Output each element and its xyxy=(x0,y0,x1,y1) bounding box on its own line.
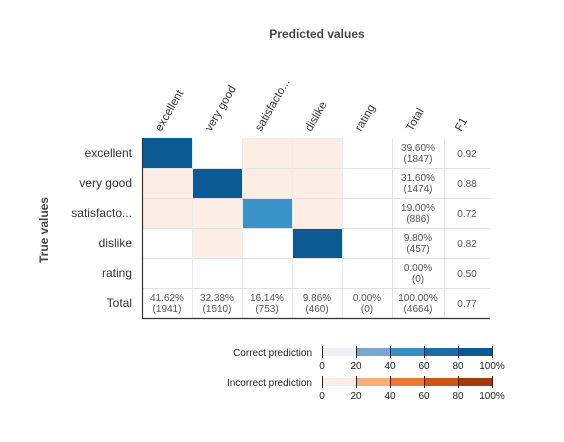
row-label: very good xyxy=(79,176,132,190)
legend-tick-label: 60 xyxy=(418,391,430,402)
f1-score: 0.92 xyxy=(457,149,477,160)
row-total-count: (1474) xyxy=(404,184,433,195)
legend-tick-label: 80 xyxy=(452,391,464,402)
matrix-cell xyxy=(142,138,192,168)
legend-tick-label: 40 xyxy=(384,361,396,372)
column-label: rating xyxy=(353,103,378,134)
legend-title: Correct prediction xyxy=(233,348,312,359)
column-total-percent: 41.62% xyxy=(150,293,184,304)
row-total-count: (457) xyxy=(406,244,429,255)
column-total-percent: 9.86% xyxy=(303,293,331,304)
matrix-cell xyxy=(242,168,292,198)
matrix-cell xyxy=(242,138,292,168)
matrix-cell xyxy=(292,228,342,258)
row-label: dislike xyxy=(99,236,133,250)
legend-swatch xyxy=(458,378,492,386)
column-total-count: (460) xyxy=(305,304,328,315)
row-total-count: (0) xyxy=(412,274,424,285)
legend-swatch xyxy=(390,378,424,386)
legend-swatch xyxy=(458,348,492,356)
column-total-percent: 0.00% xyxy=(353,293,381,304)
matrix-cell xyxy=(192,168,242,198)
legend-tick-label: 0 xyxy=(319,361,325,372)
row-labels: excellent very good satisfacto... dislike ra… xyxy=(71,146,132,310)
row-total-percent: 19.00% xyxy=(401,203,435,214)
row-total-count: (1847) xyxy=(404,154,433,165)
row-total-percent: 31.60% xyxy=(401,173,435,184)
column-labels: excellent very good satisfacto... dislike ra… xyxy=(153,77,470,133)
legend-tick-label: 0 xyxy=(319,391,325,402)
legend: Correct prediction 0 20 40 60 80 100% Incorrect… xyxy=(227,346,505,402)
row-label: rating xyxy=(102,266,132,280)
legend-swatch xyxy=(424,378,458,386)
legend-tick-label: 40 xyxy=(384,391,396,402)
matrix-cell xyxy=(192,198,242,228)
column-total-count: (753) xyxy=(255,304,278,315)
column-label: F1 xyxy=(453,116,470,134)
legend-tick-label: 20 xyxy=(350,361,362,372)
chart-title: Predicted values xyxy=(269,27,365,41)
f1-score: 0.72 xyxy=(457,209,477,220)
column-total-percent: 16.14% xyxy=(250,293,284,304)
f1-score: 0.50 xyxy=(457,269,477,280)
legend-tick-label: 80 xyxy=(452,361,464,372)
column-total-percent: 32.38% xyxy=(200,293,234,304)
column-label: dislike xyxy=(303,100,329,134)
row-label: excellent xyxy=(85,146,133,160)
column-total-count: (1941) xyxy=(153,304,182,315)
f1-score: 0.77 xyxy=(457,299,477,310)
grand-total-count: (4664) xyxy=(404,304,433,315)
row-total-count: (886) xyxy=(406,214,429,225)
legend-tick-label: 100% xyxy=(479,361,505,372)
column-label: excellent xyxy=(153,87,186,133)
legend-swatch xyxy=(390,348,424,356)
matrix-cell xyxy=(192,228,242,258)
row-total-percent: 9.80% xyxy=(404,233,432,244)
column-total-count: (1510) xyxy=(203,304,232,315)
matrix-cell xyxy=(242,198,292,228)
legend-swatch xyxy=(356,378,390,386)
f1-score: 0.82 xyxy=(457,239,477,250)
y-axis-title: True values xyxy=(37,197,51,263)
row-total-percent: 0.00% xyxy=(404,263,432,274)
row-label: satisfacto... xyxy=(71,206,132,220)
matrix-cell xyxy=(142,168,192,198)
matrix-cell xyxy=(142,198,192,228)
legend-tick-label: 100% xyxy=(479,391,505,402)
row-label: Total xyxy=(107,296,132,310)
column-label: Total xyxy=(404,106,427,133)
column-label: very good xyxy=(203,84,239,134)
column-total-count: (0) xyxy=(361,304,373,315)
legend-swatch xyxy=(322,348,356,356)
legend-title: Incorrect prediction xyxy=(227,378,312,389)
f1-score: 0.88 xyxy=(457,179,477,190)
legend-tick-label: 60 xyxy=(418,361,430,372)
column-label: satisfacto... xyxy=(253,77,292,133)
legend-tick-label: 20 xyxy=(350,391,362,402)
row-total-percent: 39.60% xyxy=(401,143,435,154)
grand-total-percent: 100.00% xyxy=(398,293,438,304)
legend-swatch xyxy=(322,378,356,386)
matrix-cell xyxy=(292,198,342,228)
matrix-cell xyxy=(292,138,342,168)
legend-swatch xyxy=(356,348,390,356)
matrix-cell xyxy=(292,168,342,198)
legend-swatch xyxy=(424,348,458,356)
